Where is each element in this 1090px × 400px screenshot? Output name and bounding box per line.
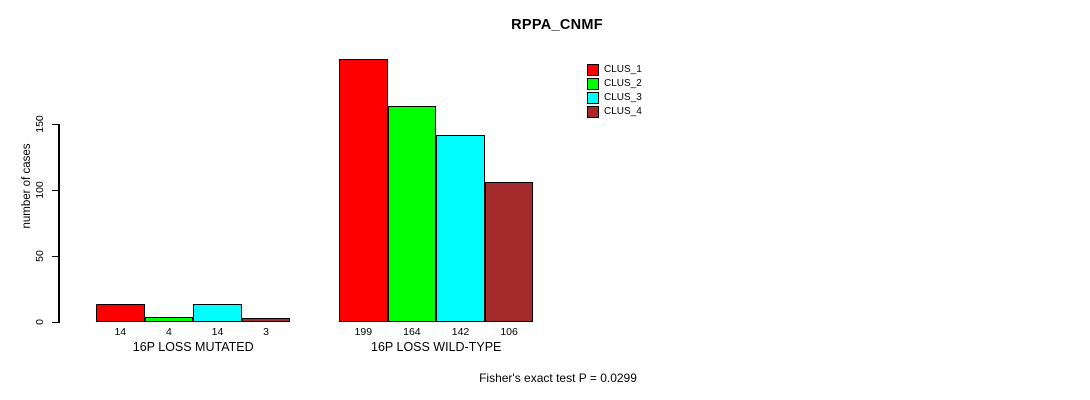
bar-value-label: 3 (263, 326, 270, 338)
legend-item-clus_2: CLUS_2 (587, 77, 642, 91)
bar-clus_1-group1 (96, 303, 145, 322)
x-group-label: 16P LOSS MUTATED (132, 340, 254, 354)
bar-value-label: 14 (114, 326, 127, 338)
legend-swatch-clus_4 (587, 106, 599, 118)
y-axis-tick-label: 100 (34, 181, 46, 199)
bar-value-label: 106 (500, 326, 518, 338)
y-axis-tick (52, 189, 58, 191)
bar-clus_1-group2 (339, 59, 388, 322)
y-axis-tick-label: 50 (34, 250, 46, 262)
bar-clus_4-group1 (241, 318, 291, 322)
bar-value-label: 14 (211, 326, 224, 338)
legend-label: CLUS_2 (604, 78, 642, 89)
legend-item-clus_1: CLUS_1 (587, 63, 642, 77)
legend-label: CLUS_1 (604, 64, 642, 75)
y-axis-tick-label: 0 (34, 319, 46, 325)
y-axis-line (58, 124, 60, 323)
bar-value-label: 4 (165, 326, 172, 338)
legend-item-clus_3: CLUS_3 (587, 91, 642, 105)
legend-label: CLUS_3 (604, 92, 642, 103)
legend: CLUS_1 CLUS_2 CLUS_3 CLUS_4 (587, 63, 642, 119)
bar-clus_2-group1 (144, 316, 194, 322)
legend-swatch-clus_3 (587, 92, 599, 104)
bar-value-label: 164 (403, 326, 421, 338)
y-axis-title: number of cases (21, 143, 33, 229)
x-group-label: 16P LOSS WILD-TYPE (371, 340, 502, 354)
bar-clus_3-group2 (436, 134, 485, 322)
y-axis-tick (52, 255, 58, 257)
legend-label: CLUS_4 (604, 106, 642, 117)
bar-clus_4-group2 (484, 182, 534, 322)
y-axis-tick (52, 321, 58, 323)
bar-clus_2-group2 (387, 105, 437, 322)
bar-value-label: 142 (451, 326, 470, 338)
legend-item-clus_4: CLUS_4 (587, 105, 642, 119)
bar-clus_3-group1 (193, 303, 242, 322)
legend-swatch-clus_2 (587, 78, 599, 90)
fisher-test-annotation: Fisher's exact test P = 0.0299 (479, 371, 637, 385)
y-axis-tick (52, 123, 58, 125)
chart-title: RPPA_CNMF (511, 17, 603, 33)
bar-value-label: 199 (354, 326, 373, 338)
y-axis-tick-label: 150 (34, 115, 46, 133)
legend-swatch-clus_1 (587, 64, 599, 76)
